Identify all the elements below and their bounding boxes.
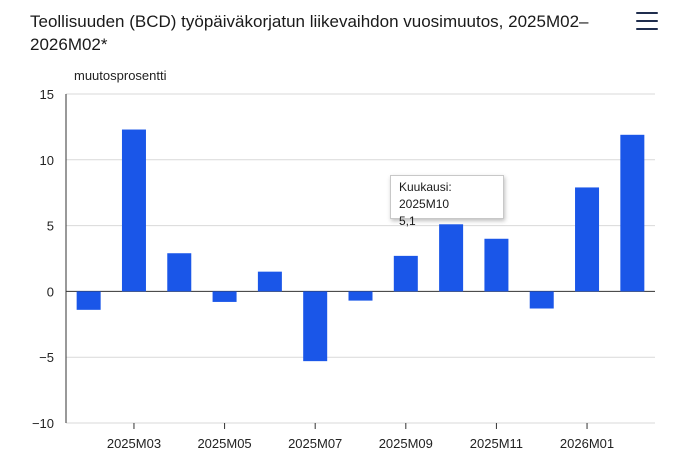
x-tick-label: 2025M09: [379, 436, 433, 451]
hamburger-menu-icon[interactable]: [636, 12, 658, 32]
tooltip-month: Kuukausi: 2025M10: [399, 180, 452, 211]
bar-2025M02[interactable]: [76, 291, 101, 310]
bar-2025M10[interactable]: [439, 224, 464, 292]
x-tick-label: 2026M01: [560, 436, 614, 451]
x-tick-label: 2025M03: [107, 436, 161, 451]
bar-2025M09[interactable]: [393, 255, 418, 292]
chart-title: Teollisuuden (BCD) työpäiväkorjatun liik…: [30, 12, 589, 54]
bar-2025M11[interactable]: [484, 238, 509, 292]
bar-2025M08[interactable]: [348, 291, 373, 301]
bar-2025M05[interactable]: [212, 291, 237, 302]
bar-2025M04[interactable]: [167, 253, 192, 292]
y-tick-label: −5: [39, 350, 54, 365]
bar-tooltip: Kuukausi: 2025M10 5,1: [390, 175, 504, 228]
y-tick-label: 0: [47, 284, 54, 299]
y-tick-label: 10: [40, 153, 54, 168]
y-tick-label: 5: [47, 219, 54, 234]
bar-2025M07[interactable]: [303, 291, 328, 362]
bar-2026M02[interactable]: [620, 134, 645, 292]
x-tick-label: 2025M05: [197, 436, 251, 451]
tooltip-value: 5,1: [399, 214, 416, 228]
bar-2025M06[interactable]: [257, 271, 282, 292]
bar-2026M01[interactable]: [575, 187, 600, 292]
x-tick-label: 2025M11: [470, 436, 523, 451]
bar-2025M12[interactable]: [529, 291, 554, 309]
bar-2025M03[interactable]: [121, 129, 146, 292]
y-tick-label: −10: [32, 416, 54, 431]
y-tick-label: 15: [40, 87, 54, 102]
y-axis-label: muutosprosentti: [74, 68, 167, 83]
x-tick-label: 2025M07: [288, 436, 342, 451]
